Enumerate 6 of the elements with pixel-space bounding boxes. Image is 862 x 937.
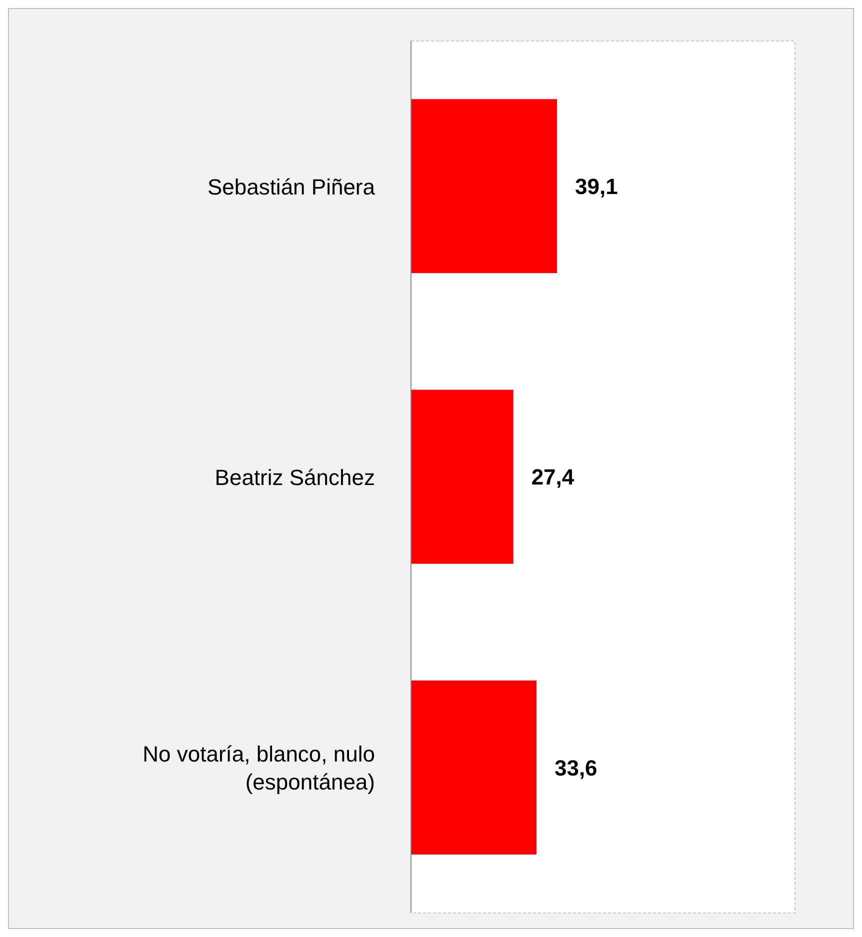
data-label: 39,1 — [575, 174, 618, 199]
y-tick-label: Sebastián Piñera — [207, 174, 376, 199]
y-tick-label: No votaría, blanco, nulo (espontánea) — [142, 741, 375, 794]
y-tick-label: Beatriz Sánchez — [214, 464, 375, 490]
data-label: 27,4 — [531, 464, 575, 490]
data-label: 33,6 — [554, 755, 598, 780]
